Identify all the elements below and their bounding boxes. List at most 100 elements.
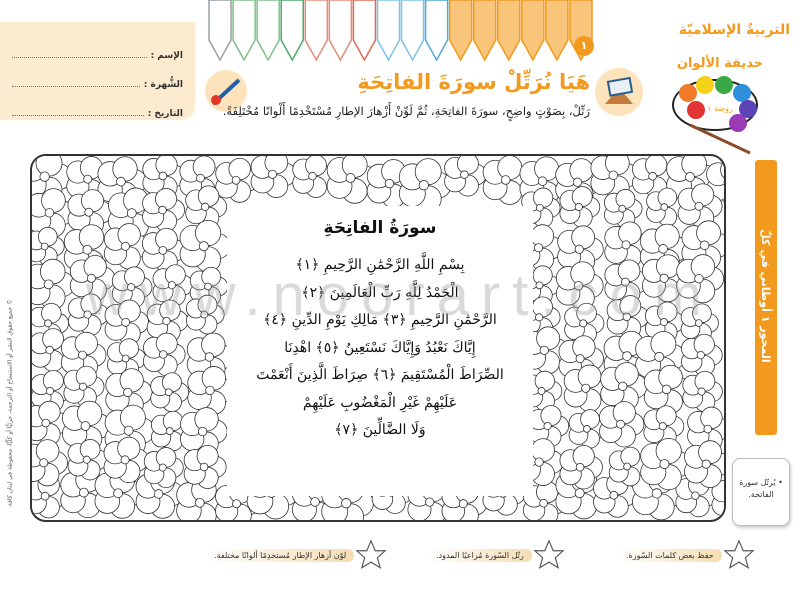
verse-line: الْحَمْدُ لِلَّهِ رَبِّ الْعَالَمِينَ ﴿٢… (301, 284, 459, 301)
goal-text: لوّن أزهار الإطار مُستخدِمًا ألوانًا مخت… (206, 548, 355, 562)
flower-icon[interactable] (444, 156, 487, 197)
family-line[interactable] (12, 86, 140, 87)
flower-icon[interactable] (682, 370, 723, 413)
verse-line: الصِّرَاطَ الْمُسْتَقِيمَ ﴿٦﴾ صِرَاطَ ال… (256, 367, 504, 383)
pencils-decoration (208, 0, 593, 62)
flower-icon[interactable] (143, 447, 184, 489)
pencil-icon (400, 0, 425, 62)
flower-icon[interactable] (185, 185, 228, 229)
flower-icon[interactable] (32, 400, 69, 446)
flower-icon[interactable] (187, 366, 235, 415)
flower-icon[interactable] (599, 401, 645, 448)
name-line[interactable] (12, 57, 147, 58)
goal-item: لوّن أزهار الإطار مُستخدِمًا ألوانًا مخت… (206, 538, 388, 572)
flower-icon[interactable] (676, 254, 724, 304)
flower-icon[interactable] (185, 294, 225, 335)
pencil-icon (304, 0, 329, 62)
lesson-instruction: رَتِّلْ، بِصَوْتٍ واضِحٍ، سورَةَ الفاتِح… (222, 104, 590, 118)
flower-icon[interactable] (69, 255, 116, 302)
star-icon[interactable] (722, 538, 756, 572)
family-label: الشُّهرة : (143, 80, 183, 90)
star-icon[interactable] (532, 538, 566, 572)
logo-palette-icon: حديقة الألوان روضة ١ (672, 54, 763, 155)
page-number: ١ (574, 36, 594, 56)
student-info-box: الإسم : الشُّهرة : التاريخ : (0, 22, 195, 120)
verse-line: عَلَيْهِمْ غَيْرِ الْمَغْضُوبِ عَلَيْهِم… (302, 394, 458, 411)
date-label: التاريخ : (147, 109, 183, 119)
pencil-icon (328, 0, 353, 62)
flower-icon[interactable] (63, 365, 105, 408)
flower-icon[interactable] (68, 293, 110, 336)
flower-icon[interactable] (32, 439, 68, 487)
logo-level: روضة ١ (707, 104, 733, 113)
watermark: www.noorart.com (85, 263, 715, 328)
paint-brush-icon (205, 70, 247, 112)
verse-line: الرَّحْمَٰنِ الرَّحِيمِ ﴿٣﴾ مَالِكِ يَوْ… (263, 312, 497, 328)
unit-title: المحور ١ أوطاني في كلّ مكان (737, 229, 772, 363)
verse-line: إِيَّاكَ نَعْبُدُ وَإِيَّاكَ نَسْتَعِينُ… (284, 339, 476, 356)
pencil-icon (497, 0, 521, 62)
flower-icon[interactable] (250, 156, 297, 198)
flower-icon[interactable] (150, 372, 190, 413)
quran-book-icon (595, 68, 643, 116)
flower-icon[interactable] (142, 188, 186, 232)
flower-icon[interactable] (559, 186, 601, 228)
flower-icon[interactable] (482, 156, 532, 205)
flower-icon[interactable] (681, 333, 723, 377)
subject-title: التربيةُ الإسلاميّة (678, 22, 790, 38)
flower-icon[interactable] (32, 258, 75, 310)
flower-icon[interactable] (146, 299, 189, 343)
logo-text: حديقة الألوان (677, 54, 763, 71)
flower-icon[interactable] (600, 362, 648, 411)
date-field[interactable]: التاريخ : (12, 90, 183, 119)
pencil-icon (424, 0, 449, 62)
family-field[interactable]: الشُّهرة : (12, 61, 183, 90)
flower-icon[interactable] (105, 368, 153, 417)
copyright-text: © جميع حقوق النشر أو الاستنساخ أو الترجم… (6, 299, 14, 508)
pencil-icon (448, 0, 473, 62)
pencil-icon (376, 0, 401, 62)
flower-icon[interactable] (563, 364, 611, 412)
flower-icon[interactable] (292, 156, 335, 198)
surah-title: سورَةُ الفاتِحَةِ (323, 218, 437, 238)
name-label: الإسم : (150, 51, 183, 61)
objective-card: • يُرتّل سورة الفاتحة. (732, 458, 790, 526)
flower-frame: سورَةُ الفاتِحَةِ بِسْمِ اللَّهِ الرَّحْ… (30, 154, 726, 522)
flower-icon[interactable] (183, 444, 227, 489)
goal-item: رتّل السّورة مُراعيًا المدود. (428, 538, 566, 572)
flower-icon[interactable] (646, 187, 685, 227)
star-icon[interactable] (354, 538, 388, 572)
unit-strip (755, 160, 777, 435)
pencil-icon (208, 0, 232, 62)
lesson-title: هَيَا نُرَتِّلْ سورَةَ الفاتِحَةِ (357, 70, 590, 94)
name-field[interactable]: الإسم : (12, 32, 183, 61)
flower-icon[interactable] (641, 254, 689, 303)
flower-border[interactable] (32, 156, 724, 520)
pencil-icon (352, 0, 377, 62)
pencil-icon (521, 0, 545, 62)
flower-icon[interactable] (66, 156, 112, 203)
flower-icon[interactable] (684, 440, 724, 488)
flower-icon[interactable] (398, 158, 452, 213)
flower-icon[interactable] (103, 223, 150, 270)
pencil-icon (256, 0, 280, 62)
pencil-icon (472, 0, 497, 62)
flower-icon[interactable] (564, 302, 605, 344)
surah-panel: سورَةُ الفاتِحَةِ بِسْمِ اللَّهِ الرَّحْ… (227, 206, 533, 496)
flower-icon[interactable] (104, 299, 149, 346)
flower-icon[interactable] (603, 189, 643, 229)
date-line[interactable] (12, 115, 144, 116)
flower-icon[interactable] (179, 219, 231, 273)
goal-text: رتّل السّورة مُراعيًا المدود. (428, 548, 532, 562)
flower-icon[interactable] (103, 436, 149, 484)
verse-line: بِسْمِ اللَّهِ الرَّحْمَٰنِ الرَّحِيمِ ﴿… (295, 257, 465, 273)
flower-icon[interactable] (152, 264, 194, 307)
flower-icon[interactable] (568, 409, 607, 449)
verse-line: وَلَا الضَّالِّينَ ﴿٧﴾ (334, 422, 426, 438)
flower-icon[interactable] (67, 439, 108, 481)
goal-text: حفظ بعض كلمات السّورة. (618, 548, 722, 562)
flower-icon[interactable] (559, 445, 603, 490)
pencil-icon (232, 0, 256, 62)
flower-icon[interactable] (643, 364, 692, 414)
flower-icon[interactable] (143, 332, 186, 377)
